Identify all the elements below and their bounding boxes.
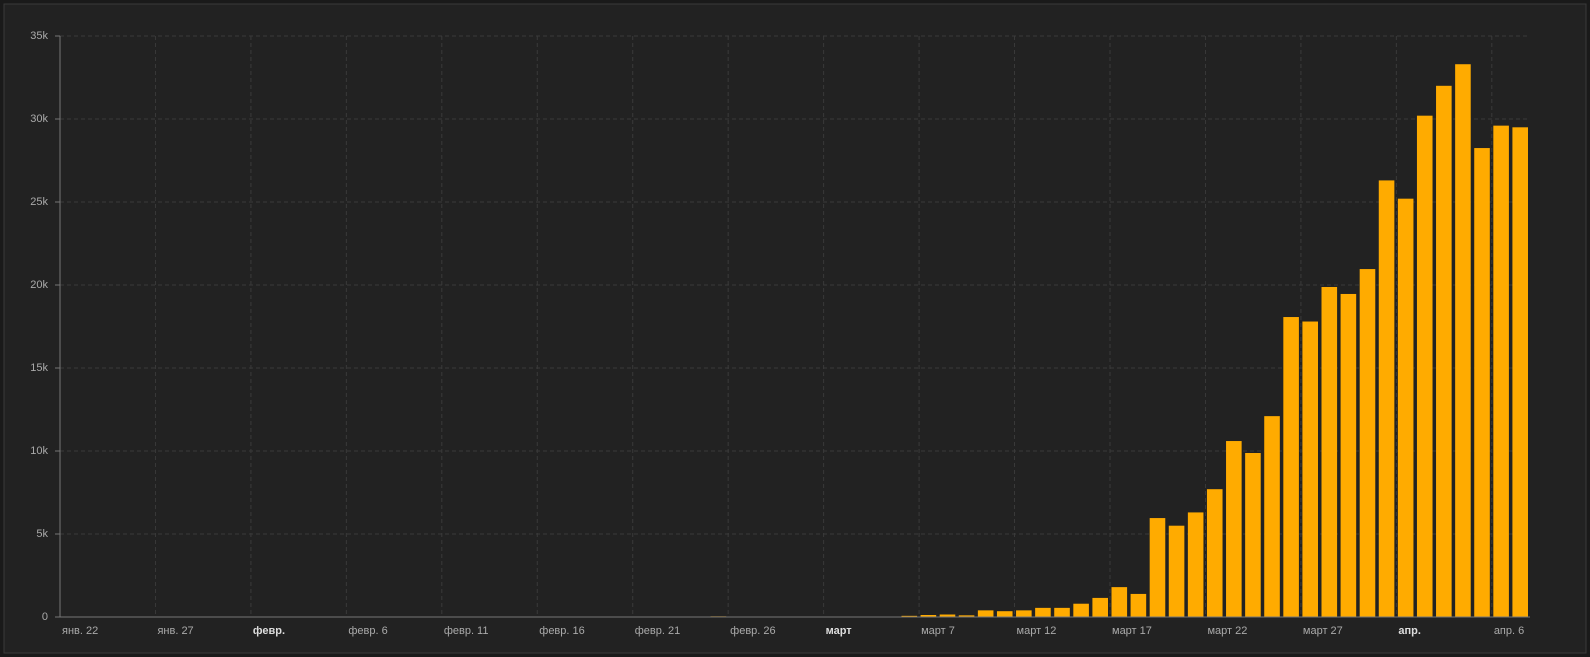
bar (1321, 286, 1338, 617)
x-tick-label: февр. 6 (348, 625, 387, 637)
y-tick-label: 0 (42, 611, 48, 623)
x-tick-label: апр. 6 (1494, 625, 1524, 637)
bar (1378, 180, 1395, 618)
x-tick-label: апр. (1398, 625, 1421, 637)
y-tick-label: 5k (36, 528, 48, 540)
bar (1474, 148, 1490, 618)
bar (996, 611, 1013, 617)
bar (1436, 85, 1452, 618)
bar (920, 615, 937, 617)
bar (1416, 115, 1433, 618)
y-tick-label: 30k (30, 113, 48, 125)
x-tick-label: февр. 16 (539, 625, 584, 637)
bar (1149, 518, 1166, 617)
bar (1035, 607, 1051, 617)
bar (1512, 127, 1528, 618)
x-tick-label: янв. 22 (62, 625, 98, 637)
bar (1187, 512, 1204, 617)
bar (1493, 125, 1509, 617)
x-tick-label: март 12 (1017, 625, 1057, 637)
bar (939, 614, 956, 617)
bar (1073, 603, 1089, 617)
x-tick-label: март 27 (1303, 625, 1343, 637)
x-tick-label: февр. (253, 625, 285, 637)
bar (1226, 441, 1242, 617)
x-tick-label: март 7 (921, 625, 955, 637)
bar (1206, 489, 1223, 617)
bar (977, 610, 994, 617)
bar (1111, 587, 1128, 617)
y-tick-label: 10k (30, 445, 48, 457)
x-tick-label: март (826, 625, 853, 637)
x-tick-label: март 22 (1207, 625, 1247, 637)
bar (1302, 321, 1318, 617)
y-tick-label: 15k (30, 362, 48, 374)
x-tick-label: март 17 (1112, 625, 1152, 637)
bar (1340, 293, 1357, 617)
bar (958, 615, 975, 617)
bar (1359, 269, 1376, 617)
bar (1092, 597, 1108, 617)
bar (1016, 610, 1032, 617)
bar (1397, 198, 1414, 617)
bar (1245, 452, 1261, 617)
x-tick-label: янв. 27 (157, 625, 193, 637)
y-tick-label: 35k (30, 30, 48, 42)
x-tick-label: февр. 26 (730, 625, 775, 637)
bar (1455, 64, 1471, 618)
x-tick-label: февр. 11 (444, 625, 489, 637)
bar (1054, 607, 1070, 617)
bar (901, 615, 918, 617)
y-tick-label: 25k (30, 196, 48, 208)
bar (1283, 317, 1299, 617)
bar (1130, 593, 1147, 617)
y-tick-label: 20k (30, 279, 48, 291)
x-tick-label: февр. 21 (635, 625, 680, 637)
bar (1264, 416, 1280, 617)
bar (1168, 525, 1185, 617)
